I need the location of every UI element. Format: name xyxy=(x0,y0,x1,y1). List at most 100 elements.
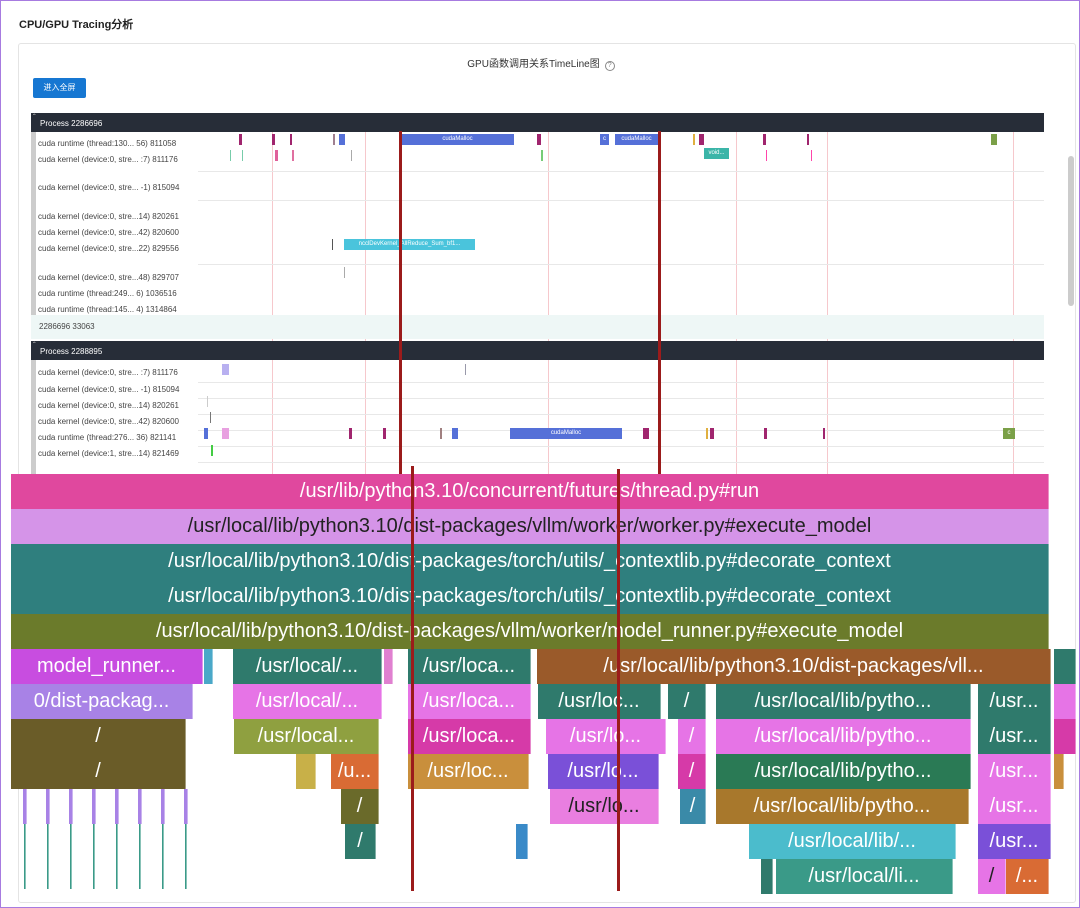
flame-frame[interactable]: /usr/local/lib/pytho... xyxy=(716,719,971,754)
flame-sliver[interactable] xyxy=(1054,649,1076,684)
flame-sliver[interactable] xyxy=(204,649,213,684)
event-tick[interactable] xyxy=(211,445,213,456)
event-tick[interactable] xyxy=(643,428,649,439)
track-label[interactable]: cuda runtime (thread:145... 4) 1314864 xyxy=(38,305,177,314)
event-tick[interactable] xyxy=(452,428,458,439)
flame-sliver[interactable] xyxy=(23,789,27,824)
event-tick[interactable] xyxy=(351,150,352,161)
flame-frame[interactable]: /usr... xyxy=(978,754,1051,789)
flame-frame[interactable]: model_runner... xyxy=(11,649,203,684)
flame-sliver[interactable] xyxy=(47,824,49,889)
event-tick[interactable] xyxy=(383,428,386,439)
process-header[interactable]: ˆ Process 2286696 xyxy=(31,113,1044,132)
flame-frame[interactable]: / xyxy=(978,859,1006,894)
flame-frame[interactable]: /usr/local/lib/python3.10/dist-packages/… xyxy=(11,614,1049,649)
flame-frame[interactable]: /usr/local/lib/... xyxy=(749,824,956,859)
flame-sliver[interactable] xyxy=(162,824,164,889)
event-tick[interactable] xyxy=(272,134,275,145)
flame-frame[interactable]: /usr/local/lib/python3.10/dist-packages/… xyxy=(11,544,1049,579)
flame-frame[interactable]: / xyxy=(678,754,706,789)
flame-sliver[interactable] xyxy=(761,859,773,894)
event-tick[interactable] xyxy=(275,150,278,161)
track-label[interactable]: cuda kernel (device:0, stre...42) 820600 xyxy=(38,228,179,237)
event-tick[interactable] xyxy=(763,134,766,145)
collapse-icon[interactable]: ˆ xyxy=(33,113,36,122)
collapsed-row[interactable] xyxy=(31,315,1044,339)
flame-frame[interactable]: /usr... xyxy=(978,789,1051,824)
event-tick[interactable] xyxy=(811,150,812,161)
flame-frame[interactable]: / xyxy=(11,754,186,789)
event-bar[interactable]: cudaMalloc xyxy=(401,134,514,145)
flame-sliver[interactable] xyxy=(138,789,142,824)
flame-frame[interactable]: /usr... xyxy=(978,684,1051,719)
flame-sliver[interactable] xyxy=(24,824,26,889)
track-label[interactable]: cuda kernel (device:0, stre... :7) 81117… xyxy=(38,368,178,377)
event-tick[interactable] xyxy=(541,150,543,161)
event-tick[interactable] xyxy=(710,428,714,439)
event-tick[interactable] xyxy=(807,134,809,145)
flame-frame[interactable]: /usr/local/lib/python3.10/dist-packages/… xyxy=(537,649,1051,684)
event-bar[interactable]: c xyxy=(1003,428,1015,439)
flame-frame[interactable]: /usr/local/... xyxy=(233,684,382,719)
flame-frame[interactable]: /usr/local/li... xyxy=(776,859,953,894)
flame-sliver[interactable] xyxy=(46,789,50,824)
flame-frame[interactable]: /usr/local/lib/pytho... xyxy=(716,684,971,719)
event-tick[interactable] xyxy=(204,428,208,439)
flame-sliver[interactable] xyxy=(93,824,95,889)
flame-sliver[interactable] xyxy=(184,789,188,824)
event-tick[interactable] xyxy=(699,134,704,145)
event-bar[interactable]: c xyxy=(600,134,609,145)
flame-frame[interactable]: /usr/local/lib/python3.10/dist-packages/… xyxy=(11,579,1049,614)
flame-frame[interactable]: /usr... xyxy=(978,719,1051,754)
event-bar[interactable]: void... xyxy=(704,148,729,159)
event-tick[interactable] xyxy=(290,134,292,145)
fullscreen-button[interactable]: 进入全屏 xyxy=(33,78,86,98)
flame-frame[interactable]: /usr/local/lib/pytho... xyxy=(716,754,971,789)
flame-frame[interactable]: /usr/local/... xyxy=(233,649,382,684)
event-tick[interactable] xyxy=(333,134,335,145)
event-tick[interactable] xyxy=(210,412,211,423)
flame-sliver[interactable] xyxy=(185,824,187,889)
event-bar[interactable]: cudaMalloc xyxy=(510,428,622,439)
flame-frame[interactable]: /usr/lo... xyxy=(548,754,659,789)
flame-sliver[interactable] xyxy=(115,789,119,824)
flame-frame[interactable]: / xyxy=(678,719,706,754)
flame-frame[interactable]: /usr/local/lib/python3.10/dist-packages/… xyxy=(11,509,1049,544)
flame-sliver[interactable] xyxy=(139,824,141,889)
flame-frame[interactable]: 0/dist-packag... xyxy=(11,684,193,719)
flame-frame[interactable]: /usr/loc... xyxy=(538,684,661,719)
track-label[interactable]: cuda kernel (device:0, stre...22) 829556 xyxy=(38,244,179,253)
track-label[interactable]: cuda kernel (device:0, stre...14) 820261 xyxy=(38,212,179,221)
track-label[interactable]: cuda kernel (device:0, stre... -1) 81509… xyxy=(38,183,180,192)
event-tick[interactable] xyxy=(693,134,695,145)
event-tick[interactable] xyxy=(766,150,767,161)
track-label[interactable]: cuda kernel (device:0, stre...48) 829707 xyxy=(38,273,179,282)
event-tick[interactable] xyxy=(344,267,345,278)
event-tick[interactable] xyxy=(706,428,708,439)
flame-frame[interactable]: /usr/loca... xyxy=(408,684,531,719)
flame-sliver[interactable] xyxy=(69,789,73,824)
help-icon[interactable]: ? xyxy=(604,61,615,71)
flame-frame[interactable]: / xyxy=(345,824,376,859)
flame-sliver[interactable] xyxy=(1054,684,1076,719)
track-label[interactable]: cuda kernel (device:0, stre... -1) 81509… xyxy=(38,385,180,394)
flame-frame[interactable]: /u... xyxy=(331,754,379,789)
flame-frame[interactable]: /usr/loca... xyxy=(408,719,531,754)
event-tick[interactable] xyxy=(242,150,243,161)
flame-frame[interactable]: / xyxy=(668,684,706,719)
event-tick[interactable] xyxy=(239,134,242,145)
event-tick[interactable] xyxy=(349,428,352,439)
flame-frame[interactable]: /usr/lo... xyxy=(546,719,666,754)
process-header[interactable]: ˆ Process 2288895 xyxy=(31,341,1044,360)
flame-sliver[interactable] xyxy=(384,649,393,684)
flame-frame[interactable]: /usr/lo... xyxy=(550,789,659,824)
event-tick[interactable] xyxy=(537,134,541,145)
event-tick[interactable] xyxy=(222,364,229,375)
event-tick[interactable] xyxy=(764,428,767,439)
flame-frame[interactable]: /usr/loca... xyxy=(408,649,531,684)
track-label[interactable]: cuda kernel (device:0, stre...14) 820261 xyxy=(38,401,179,410)
flame-sliver[interactable] xyxy=(516,824,528,859)
track-label[interactable]: cuda runtime (thread:249... 6) 1036516 xyxy=(38,289,177,298)
flame-frame[interactable]: /... xyxy=(1006,859,1049,894)
flame-sliver[interactable] xyxy=(1054,719,1076,754)
